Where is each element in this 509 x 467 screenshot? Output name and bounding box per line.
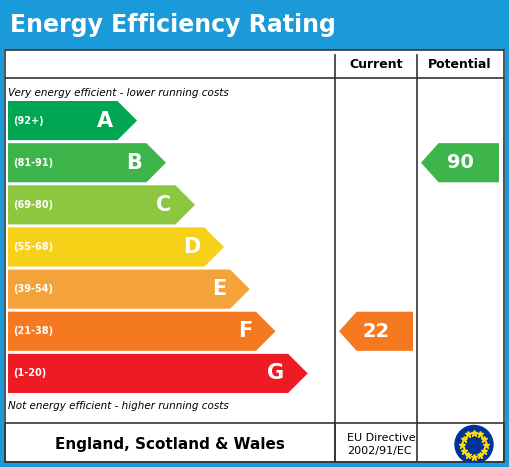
Text: A: A xyxy=(97,111,114,131)
Text: D: D xyxy=(183,237,201,257)
Text: Current: Current xyxy=(349,57,403,71)
Text: 22: 22 xyxy=(362,322,389,341)
Text: England, Scotland & Wales: England, Scotland & Wales xyxy=(55,437,285,452)
Text: 90: 90 xyxy=(446,153,473,172)
Text: B: B xyxy=(127,153,143,173)
Text: C: C xyxy=(156,195,172,215)
Text: (81-91): (81-91) xyxy=(13,158,53,168)
Text: E: E xyxy=(212,279,226,299)
Text: (92+): (92+) xyxy=(13,115,44,126)
Text: Very energy efficient - lower running costs: Very energy efficient - lower running co… xyxy=(8,88,229,98)
Text: (69-80): (69-80) xyxy=(13,200,53,210)
Polygon shape xyxy=(8,354,308,393)
Bar xyxy=(5,423,504,462)
Bar xyxy=(0,50,509,420)
Bar xyxy=(0,0,509,50)
Bar xyxy=(5,50,504,462)
Polygon shape xyxy=(8,185,195,225)
Text: G: G xyxy=(267,363,284,383)
Circle shape xyxy=(455,425,493,464)
Polygon shape xyxy=(339,311,413,351)
Polygon shape xyxy=(8,101,137,140)
Text: F: F xyxy=(238,321,252,341)
Polygon shape xyxy=(8,269,250,309)
Text: (1-20): (1-20) xyxy=(13,368,46,378)
Text: EU Directive
2002/91/EC: EU Directive 2002/91/EC xyxy=(347,433,416,456)
Polygon shape xyxy=(8,227,224,267)
Polygon shape xyxy=(421,143,499,182)
Text: (21-38): (21-38) xyxy=(13,326,53,336)
Text: (55-68): (55-68) xyxy=(13,242,53,252)
Text: (39-54): (39-54) xyxy=(13,284,53,294)
Text: Potential: Potential xyxy=(428,57,492,71)
Text: Not energy efficient - higher running costs: Not energy efficient - higher running co… xyxy=(8,401,229,411)
Polygon shape xyxy=(8,143,166,182)
Polygon shape xyxy=(8,311,275,351)
Text: Energy Efficiency Rating: Energy Efficiency Rating xyxy=(10,13,336,37)
